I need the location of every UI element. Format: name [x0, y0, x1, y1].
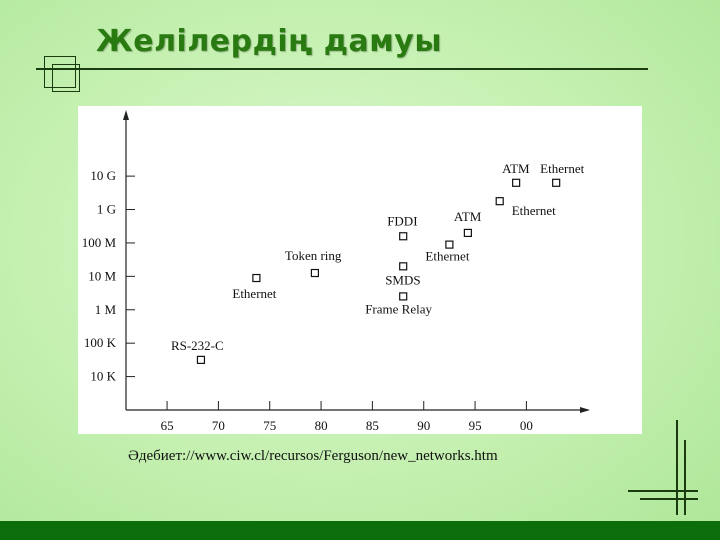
chart-panel: 10 K 100 K 1 M 10 M 100 M 1 G 10 G 65 70 75 80 85 90… [78, 106, 642, 434]
y-tick-label: 10 K [90, 369, 116, 384]
x-tick-label: 90 [417, 418, 430, 433]
x-tick-label: 00 [520, 418, 533, 433]
data-point-marker [445, 240, 454, 249]
title-divider-line [36, 68, 648, 70]
slide-title: Желілердің дамуы [96, 24, 442, 59]
data-point-label: Ethernet [232, 286, 276, 301]
data-point-label: ATM [454, 209, 482, 224]
data-point-label: Token ring [285, 248, 342, 263]
x-axis-arrow [580, 407, 590, 413]
x-tick-label: 95 [469, 418, 482, 433]
y-tick-label: 1 M [95, 302, 117, 317]
y-tick-label: 10 M [88, 268, 116, 283]
data-point-label: Ethernet [512, 203, 556, 218]
data-point-marker [552, 178, 561, 187]
x-tick-label: 85 [366, 418, 379, 433]
source-reference: Әдебиет://www.ciw.cl/recursos/Ferguson/n… [128, 448, 498, 464]
data-point-marker [512, 178, 521, 187]
data-point-marker [399, 262, 408, 271]
data-point-label: Frame Relay [365, 301, 432, 316]
x-tick-label: 75 [263, 418, 276, 433]
y-tick-label: 100 M [82, 235, 117, 250]
data-point-marker [310, 268, 320, 278]
x-tick-label: 70 [212, 418, 225, 433]
data-point-marker [463, 228, 472, 238]
y-axis-arrow [123, 110, 129, 120]
data-point-label: RS-232-C [171, 338, 224, 353]
data-point-label: Ethernet [540, 161, 584, 176]
data-point-marker [399, 232, 408, 241]
data-point-label: SMDS [385, 272, 420, 287]
data-point-label: FDDI [387, 213, 417, 228]
data-point-marker [252, 273, 261, 283]
network-evolution-chart: 10 K 100 K 1 M 10 M 100 M 1 G 10 G 65 70 75 80 85 90… [82, 110, 590, 433]
y-tick-label: 100 K [84, 335, 117, 350]
data-point-marker [495, 197, 504, 206]
y-tick-label: 1 G [97, 202, 116, 217]
y-tick-label: 10 G [90, 168, 116, 183]
bottom-bar [0, 521, 720, 540]
x-tick-label: 65 [161, 418, 174, 433]
data-point-marker [196, 355, 206, 364]
data-point-label: Ethernet [425, 249, 469, 264]
data-point-label: ATM [502, 161, 530, 176]
data-point-marker [399, 292, 408, 301]
x-tick-label: 80 [315, 418, 328, 433]
